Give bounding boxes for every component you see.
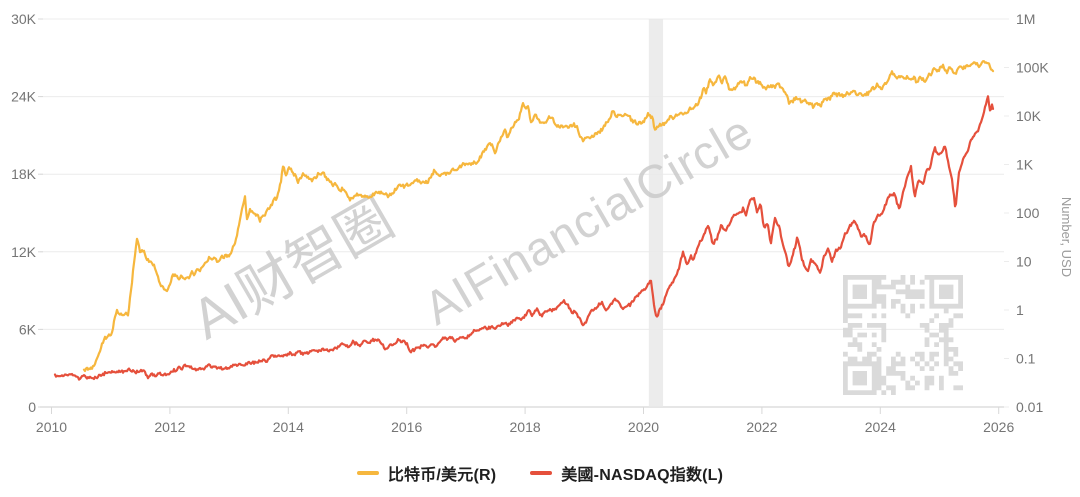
left-axis-tick-label: 12K bbox=[11, 244, 37, 260]
left-axis-tick-label: 18K bbox=[11, 166, 37, 182]
left-axis-tick-label: 30K bbox=[11, 11, 37, 27]
legend-label-bitcoin: 比特币/美元(R) bbox=[387, 467, 497, 484]
x-axis-tick-label: 2026 bbox=[983, 419, 1014, 435]
right-axis-tick-label: 100K bbox=[1016, 60, 1049, 76]
x-axis-tick-label: 2014 bbox=[273, 419, 304, 435]
right-axis-tick-label: 1 bbox=[1016, 302, 1024, 318]
chart-canvas: 0 6K 12K 18K 24K 30K 2010 2012 2014 2016 2018 2020 2… bbox=[11, 11, 1074, 435]
right-axis-tick-label: 100 bbox=[1016, 205, 1040, 221]
left-axis-tick-label: 24K bbox=[11, 89, 37, 105]
right-axis-tick-label: 10 bbox=[1016, 254, 1032, 270]
x-axis-tick-label: 2012 bbox=[154, 419, 185, 435]
right-axis-title: Number, USD bbox=[1059, 197, 1074, 277]
legend-line-swatch-bitcoin bbox=[356, 471, 379, 475]
chart-legend: 比特币/美元(R) 美國-NASDAQ指数(L) bbox=[0, 456, 1080, 490]
left-axis-tick-label: 0 bbox=[28, 399, 36, 415]
watermark-text-latin: AIFinancialCircle bbox=[415, 104, 762, 335]
legend-line-swatch-nasdaq bbox=[530, 471, 553, 475]
right-axis-tick-label: 1M bbox=[1016, 11, 1035, 27]
x-axis-tick-label: 2016 bbox=[391, 419, 422, 435]
series-line-nasdaq[interactable] bbox=[53, 95, 995, 381]
qr-code-watermark bbox=[843, 275, 963, 395]
x-axis-tick-label: 2020 bbox=[628, 419, 659, 435]
right-axis-tick-label: 1K bbox=[1016, 157, 1034, 173]
x-axis-tick-label: 2022 bbox=[746, 419, 777, 435]
x-axis-tick-label: 2010 bbox=[36, 419, 67, 435]
left-axis-tick-label: 6K bbox=[19, 321, 37, 337]
watermark-text-cjk: AI财智圈 bbox=[181, 186, 404, 351]
x-axis-tick-label: 2018 bbox=[510, 419, 541, 435]
right-axis-tick-label: 0.01 bbox=[1016, 399, 1043, 415]
right-axis-tick-label: 0.1 bbox=[1016, 351, 1036, 367]
legend-item-bitcoin[interactable]: 比特币/美元(R) bbox=[356, 461, 497, 485]
right-axis-tick-label: 10K bbox=[1016, 108, 1042, 124]
series-line-bitcoin[interactable] bbox=[82, 60, 995, 373]
legend-item-nasdaq[interactable]: 美國-NASDAQ指数(L) bbox=[530, 461, 723, 485]
x-axis-tick-label: 2024 bbox=[865, 419, 896, 435]
legend-label-nasdaq: 美國-NASDAQ指数(L) bbox=[561, 467, 724, 484]
